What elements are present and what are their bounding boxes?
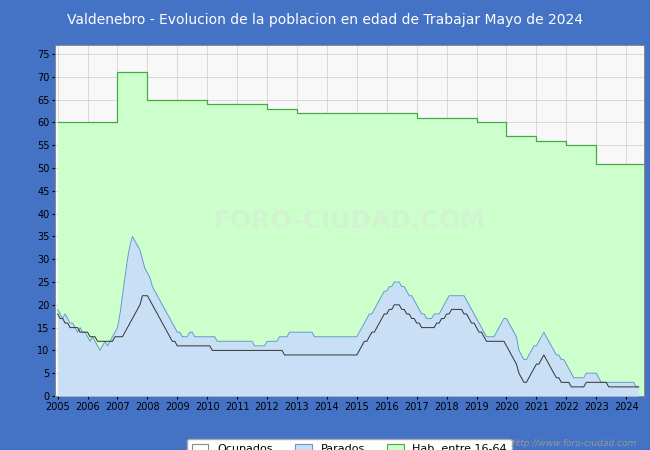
- Text: http://www.foro-ciudad.com: http://www.foro-ciudad.com: [512, 439, 637, 448]
- Legend: Ocupados, Parados, Hab. entre 16-64: Ocupados, Parados, Hab. entre 16-64: [187, 439, 512, 450]
- Text: Valdenebro - Evolucion de la poblacion en edad de Trabajar Mayo de 2024: Valdenebro - Evolucion de la poblacion e…: [67, 13, 583, 27]
- Text: FORO-CIUDAD.COM: FORO-CIUDAD.COM: [213, 208, 486, 233]
